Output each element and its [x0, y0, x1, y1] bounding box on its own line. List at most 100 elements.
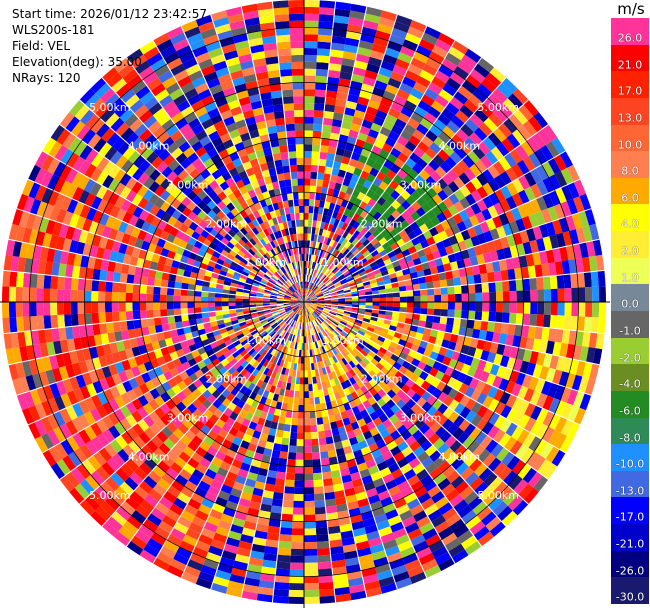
gate-cell — [255, 379, 264, 388]
gate-cell — [379, 302, 387, 307]
gate-cell — [139, 293, 147, 302]
gate-cell — [442, 83, 458, 97]
gate-cell — [512, 256, 521, 269]
gate-cell — [69, 376, 80, 391]
gate-cell — [338, 236, 346, 245]
gate-cell — [382, 502, 397, 514]
gate-cell — [281, 250, 287, 259]
gate-cell — [277, 336, 284, 344]
gate-cell — [552, 341, 562, 357]
gate-cell — [288, 311, 295, 317]
gate-cell — [333, 281, 341, 287]
gate-cell — [320, 457, 330, 466]
gate-cell — [451, 40, 469, 55]
gate-cell — [384, 245, 394, 254]
gate-cell — [559, 342, 569, 358]
gate-cell — [124, 495, 140, 511]
gate-cell — [166, 533, 183, 547]
gate-cell — [310, 313, 316, 320]
gate-cell — [161, 426, 173, 438]
gate-cell — [153, 317, 162, 326]
gate-cell — [363, 333, 372, 340]
gate-cell — [177, 75, 192, 89]
gate-cell — [214, 569, 232, 581]
gate-cell — [404, 140, 417, 153]
gate-cell — [223, 245, 232, 254]
gate-cell — [344, 292, 352, 296]
gate-cell — [225, 536, 241, 548]
gate-cell — [444, 245, 455, 256]
gate-cell — [416, 326, 425, 334]
gate-cell — [416, 75, 431, 89]
gate-cell — [307, 370, 312, 378]
gate-cell — [406, 335, 415, 344]
gate-cell — [502, 223, 513, 237]
gate-cell — [485, 439, 499, 454]
gate-cell — [344, 308, 352, 312]
gate-cell — [120, 500, 136, 516]
gate-cell — [101, 365, 112, 379]
gate-cell — [304, 123, 314, 131]
gate-cell — [163, 437, 176, 450]
gate-cell — [505, 334, 515, 347]
gate-cell — [509, 302, 517, 314]
gate-cell — [115, 382, 127, 396]
gate-cell — [220, 483, 233, 495]
gate-cell — [228, 294, 236, 299]
gate-cell — [23, 196, 35, 213]
gate-cell — [156, 331, 165, 342]
gate-cell — [108, 363, 119, 376]
gate-cell — [372, 268, 381, 275]
gate-cell — [39, 342, 49, 358]
gate-cell — [355, 53, 370, 64]
gate-cell — [156, 237, 167, 248]
gate-cell — [3, 332, 13, 350]
gate-cell — [464, 453, 478, 468]
gate-cell — [315, 291, 323, 296]
gate-cell — [512, 459, 527, 475]
gate-cell — [470, 357, 481, 369]
gate-cell — [323, 485, 335, 494]
gate-cell — [91, 302, 99, 314]
gate-cell — [413, 302, 421, 309]
gate-cell — [310, 313, 315, 321]
gate-cell — [402, 39, 419, 52]
gate-cell — [319, 145, 329, 153]
gate-cell — [367, 257, 376, 265]
gate-cell — [252, 430, 262, 440]
gate-cell — [60, 148, 74, 165]
gate-cell — [341, 156, 351, 165]
gate-cell — [355, 279, 363, 286]
gate-cell — [160, 316, 169, 325]
gate-cell — [344, 423, 354, 433]
gate-cell — [304, 404, 310, 412]
gate-cell — [300, 296, 304, 302]
gate-cell — [65, 168, 79, 184]
gate-cell — [286, 318, 292, 325]
gate-cell — [273, 581, 290, 590]
gate-cell — [136, 257, 145, 268]
gate-cell — [34, 435, 49, 453]
gate-cell — [316, 248, 321, 257]
gate-cell — [473, 526, 490, 541]
gate-cell — [595, 332, 605, 350]
gate-cell — [338, 78, 352, 88]
gate-cell — [384, 479, 398, 491]
gate-cell — [353, 534, 368, 544]
gate-cell — [393, 348, 402, 357]
gate-cell — [368, 323, 376, 330]
gate-cell — [263, 244, 271, 253]
gate-cell — [166, 360, 176, 371]
gate-cell — [171, 259, 180, 269]
gate-cell — [548, 413, 562, 430]
gate-cell — [361, 260, 370, 268]
gate-cell — [299, 308, 302, 316]
gate-cell — [347, 279, 356, 285]
gate-cell — [316, 48, 331, 57]
gate-cell — [508, 474, 523, 491]
gate-cell — [365, 135, 377, 146]
gate-cell — [341, 439, 351, 448]
gate-cell — [333, 377, 341, 386]
gate-cell — [106, 72, 123, 88]
gate-cell — [159, 545, 177, 559]
